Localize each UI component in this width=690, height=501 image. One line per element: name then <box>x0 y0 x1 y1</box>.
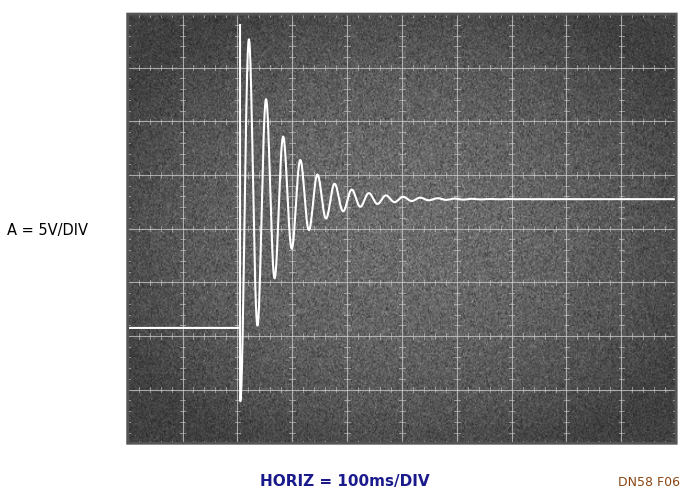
Text: A = 5V/DIV: A = 5V/DIV <box>7 223 88 238</box>
Text: HORIZ = 100ms/DIV: HORIZ = 100ms/DIV <box>260 473 430 488</box>
Text: DN58 F06: DN58 F06 <box>618 475 680 488</box>
